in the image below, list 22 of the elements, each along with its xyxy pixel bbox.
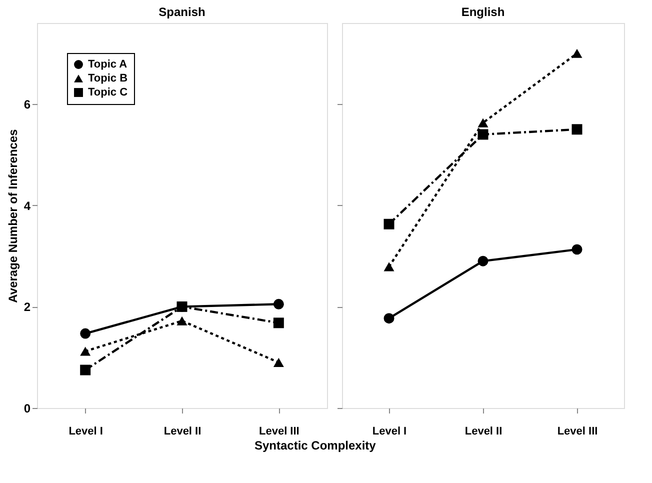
x-tick-label: Level I xyxy=(68,426,103,438)
y-tick-label: 2 xyxy=(24,300,31,314)
x-tick-label: Level III xyxy=(258,426,300,438)
y-tick-label: 6 xyxy=(24,98,31,112)
point xyxy=(572,124,582,135)
x-tick-label: Level II xyxy=(464,426,502,438)
point xyxy=(273,358,284,367)
legend-label: Topic C xyxy=(88,86,128,98)
point xyxy=(80,346,91,356)
point xyxy=(273,318,284,328)
x-tick-label: Level II xyxy=(164,426,202,438)
x-axis-title: Syntactic Complexity xyxy=(254,438,376,452)
x-tick-label: Level III xyxy=(557,426,598,438)
x-tick-label: Level I xyxy=(372,426,407,438)
y-axis-title: Average Number of Inferences xyxy=(6,128,20,303)
chart-title: Spanish xyxy=(158,5,206,19)
point xyxy=(572,48,582,58)
legend-label: Topic B xyxy=(88,72,128,84)
y-tick-label: 0 xyxy=(24,402,31,416)
chart-title: English xyxy=(461,5,505,19)
y-tick-label: 4 xyxy=(24,198,31,213)
legend-label: Topic A xyxy=(88,58,128,70)
